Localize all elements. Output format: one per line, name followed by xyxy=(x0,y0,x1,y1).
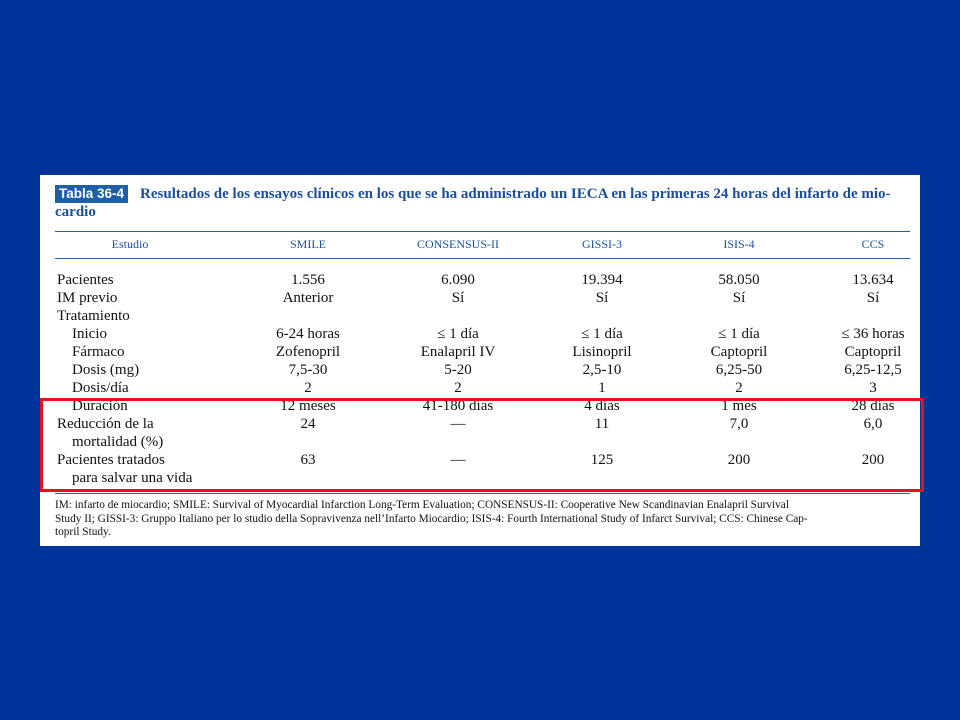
table-cell: 2 xyxy=(454,380,462,396)
col-header-estudio: Estudio xyxy=(111,237,149,251)
row-label: Inicio xyxy=(72,326,107,342)
row-label: Pacientes xyxy=(57,272,114,288)
col-header-consensus: CONSENSUS-II xyxy=(416,237,499,251)
table-cell: Sí xyxy=(732,290,746,306)
table-cell: 19.394 xyxy=(581,272,623,288)
footnote: IM: infarto de miocardio; SMILE: Surviva… xyxy=(55,499,910,540)
footnote-line-3: topril Study. xyxy=(55,526,111,538)
table-cell: 11 xyxy=(594,416,610,432)
title-line-2: cardio xyxy=(55,204,96,220)
table-cell: Sí xyxy=(451,290,465,306)
table-cell: ≤ 1 día xyxy=(581,326,623,342)
row-label: Duración xyxy=(72,398,128,414)
table-cell: 7,0 xyxy=(729,416,749,432)
table-cell: 6,25-12,5 xyxy=(844,362,902,378)
table-cell: 12 meses xyxy=(280,398,336,414)
table-cell: 6.090 xyxy=(441,272,475,288)
table-card: Tabla 36-4 Resultados de los ensayos clín… xyxy=(40,175,920,546)
table-tag: Tabla 36-4 xyxy=(55,185,129,203)
table-cell: 6-24 horas xyxy=(276,326,340,342)
header-top-rule xyxy=(55,231,910,232)
table-cell: 2 xyxy=(735,380,743,396)
title-line-1: Resultados de los ensayos clínicos en lo… xyxy=(140,186,891,202)
table-cell: ≤ 36 horas xyxy=(841,326,905,342)
table-cell: 58.050 xyxy=(718,272,760,288)
table-cell: 7,5-30 xyxy=(288,362,328,378)
row-label: Fármaco xyxy=(72,344,125,360)
row-label-continued: para salvar una vida xyxy=(72,470,193,486)
row-label: Pacientes tratados xyxy=(57,452,165,468)
table-cell: 200 xyxy=(861,452,885,468)
footnote-rule xyxy=(55,493,910,494)
table-cell: 1.556 xyxy=(291,272,325,288)
table-cell: — xyxy=(450,452,466,468)
table-cell: Lisinopril xyxy=(572,344,632,360)
table-cell: Captopril xyxy=(710,344,768,360)
col-header-ccs: CCS xyxy=(861,237,885,251)
table-cell: 6,25-50 xyxy=(715,362,763,378)
table-cell: Captopril xyxy=(844,344,902,360)
row-label: Dosis (mg) xyxy=(72,362,140,378)
table-cell: Anterior xyxy=(282,290,334,306)
row-label-continued: mortalidad (%) xyxy=(72,434,164,450)
table-cell: Zofenopril xyxy=(275,344,341,360)
table-cell: 13.634 xyxy=(852,272,894,288)
table-cell: Enalapril IV xyxy=(420,344,496,360)
table-cell: ≤ 1 día xyxy=(718,326,760,342)
table-cell: Sí xyxy=(866,290,880,306)
table-cell: 5-20 xyxy=(444,362,472,378)
col-header-isis: ISIS-4 xyxy=(723,237,755,251)
col-header-smile: SMILE xyxy=(290,237,326,251)
table-cell: 125 xyxy=(590,452,614,468)
table-cell: 2 xyxy=(304,380,312,396)
table-title: Tabla 36-4 Resultados de los ensayos clín… xyxy=(55,185,910,221)
table-cell: — xyxy=(450,416,466,432)
table-cell: 6,0 xyxy=(863,416,883,432)
table-cell: 200 xyxy=(727,452,751,468)
table-cell: 4 días xyxy=(584,398,620,414)
table-cell: 63 xyxy=(300,452,316,468)
table-cell: 24 xyxy=(300,416,316,432)
table-cell: Sí xyxy=(595,290,609,306)
header-bottom-rule xyxy=(55,258,910,259)
footnote-line-1: IM: infarto de miocardio; SMILE: Surviva… xyxy=(55,499,789,511)
footnote-line-2: Study II; GISSI-3: Gruppo Italiano per l… xyxy=(55,512,808,525)
table-cell: ≤ 1 día xyxy=(437,326,479,342)
col-header-gissi: GISSI-3 xyxy=(581,237,622,251)
table-cell: 41-180 días xyxy=(422,398,494,414)
table-cell: 28 días xyxy=(851,398,895,414)
table-cell: 3 xyxy=(869,380,877,396)
row-label: Reducción de la xyxy=(57,416,154,432)
table-cell: 2,5-10 xyxy=(582,362,622,378)
row-label: Tratamiento xyxy=(57,308,130,324)
highlight-box xyxy=(40,398,924,492)
table-cell: 1 xyxy=(598,380,606,396)
row-label: Dosis/día xyxy=(72,380,129,396)
table-cell: 1 mes xyxy=(721,398,757,414)
row-label: IM previo xyxy=(57,290,118,306)
